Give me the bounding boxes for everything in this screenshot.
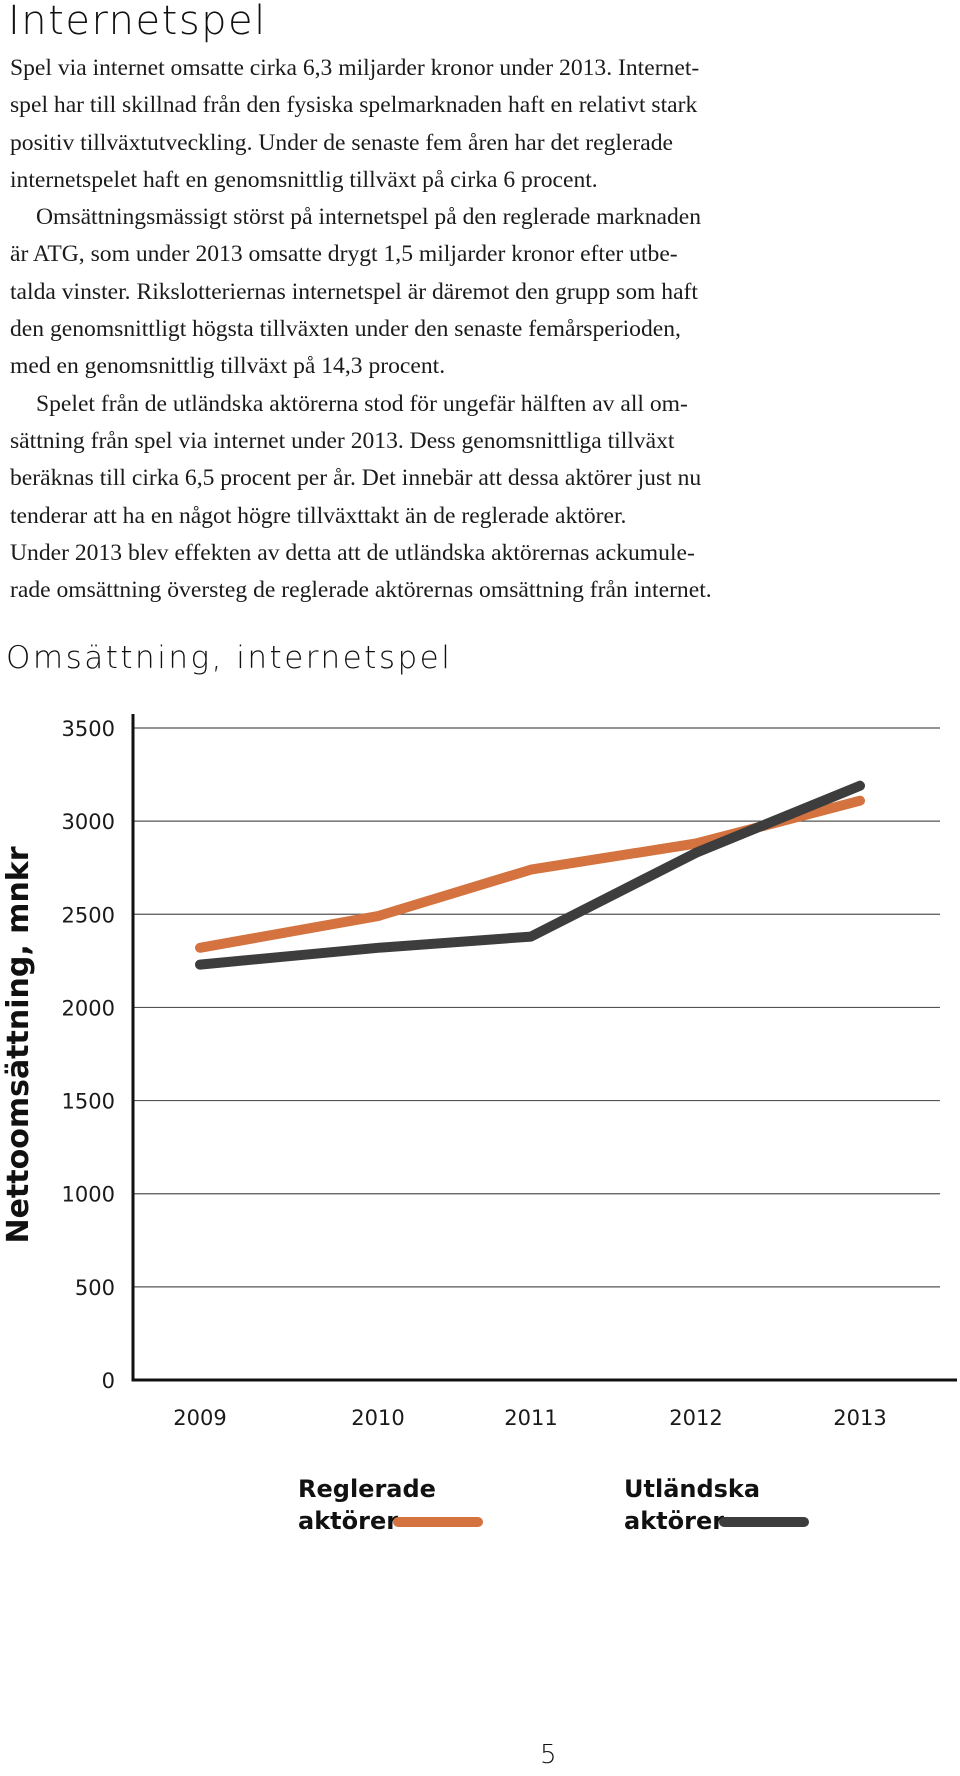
series-lines xyxy=(195,780,865,970)
x-tick-label: 2013 xyxy=(833,1406,886,1430)
text-line: med en genomsnittlig tillväxt på 14,3 pr… xyxy=(10,353,446,380)
grid-lines xyxy=(133,727,940,1288)
text-line: tenderar att ha en något högre tillväxtt… xyxy=(10,502,627,529)
text-line: talda vinster. Rikslotteriernas internet… xyxy=(10,278,698,305)
y-tick-label: 500 xyxy=(75,1276,115,1300)
y-tick-labels: 0 500 1000 1500 2000 2500 3000 3500 xyxy=(62,717,115,1393)
text-line: Omsättningsmässigt störst på internetspe… xyxy=(36,204,702,231)
y-tick-label: 1000 xyxy=(62,1183,115,1207)
chart-title: Omsättning, internetspel xyxy=(6,640,453,676)
y-tick-label: 3000 xyxy=(62,810,115,834)
text-line: positiv tillväxtutveckling. Under de sen… xyxy=(10,129,673,156)
x-tick-label: 2010 xyxy=(351,1406,404,1430)
text-line: Under 2013 blev effekten av detta att de… xyxy=(10,539,695,566)
y-tick-label: 1500 xyxy=(62,1090,115,1114)
legend-label: aktörer xyxy=(298,1507,398,1535)
y-tick-label: 2500 xyxy=(62,903,115,927)
page-number: 5 xyxy=(540,1740,557,1770)
text-line: rade omsättning översteg de reglerade ak… xyxy=(10,577,712,604)
page-heading: Internetspel xyxy=(8,0,267,44)
x-tick-label: 2012 xyxy=(669,1406,722,1430)
x-tick-label: 2009 xyxy=(173,1406,226,1430)
legend-label: aktörer xyxy=(624,1507,724,1535)
x-tick-label: 2011 xyxy=(504,1406,557,1430)
text-line: den genomsnittligt högsta tillväxten und… xyxy=(10,316,681,343)
text-line: sättning från spel via internet under 20… xyxy=(10,427,675,454)
legend-label: Reglerade xyxy=(298,1475,436,1503)
body-text: Spel via internet omsatte cirka 6,3 milj… xyxy=(10,50,810,609)
y-tick-label: 0 xyxy=(102,1369,115,1393)
legend: Reglerade aktörer Utländska aktörer xyxy=(298,1475,809,1535)
text-line: Spelet från de utländska aktörerna stod … xyxy=(36,390,688,417)
y-axis-label: Nettoomsättning, mnkr xyxy=(1,846,36,1243)
text-line: beräknas till cirka 6,5 procent per år. … xyxy=(10,465,702,492)
text-line: internetspelet haft en genomsnittlig til… xyxy=(10,166,598,193)
text-line: spel har till skillnad från den fysiska … xyxy=(10,92,698,119)
y-tick-label: 3500 xyxy=(62,717,115,741)
text-line: är ATG, som under 2013 omsatte drygt 1,5… xyxy=(10,241,678,268)
axes xyxy=(131,714,957,1382)
series-line xyxy=(195,780,865,970)
x-tick-labels: 2009 2010 2011 2012 2013 xyxy=(173,1406,886,1430)
line-chart: 0 500 1000 1500 2000 2500 3000 3500 2009 2010 201… xyxy=(1,714,957,1535)
text-line: Spel via internet omsatte cirka 6,3 milj… xyxy=(10,55,700,81)
legend-label: Utländska xyxy=(624,1475,760,1503)
y-tick-label: 2000 xyxy=(62,996,115,1020)
